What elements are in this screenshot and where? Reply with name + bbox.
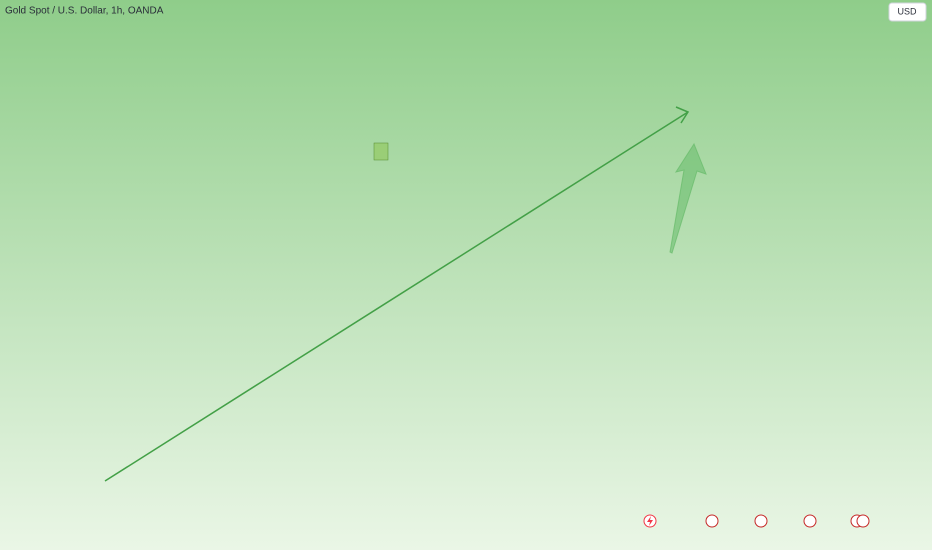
trend-arrowhead bbox=[675, 106, 690, 124]
highlight-box bbox=[373, 142, 389, 161]
chart-title: Gold Spot / U.S. Dollar, 1h, OANDA bbox=[5, 6, 164, 17]
projection-arrow bbox=[669, 142, 707, 254]
event-icon[interactable] bbox=[856, 514, 870, 528]
event-icons bbox=[643, 514, 870, 528]
event-icon[interactable] bbox=[754, 514, 768, 528]
event-icon-bolt bbox=[647, 516, 653, 526]
event-icon[interactable] bbox=[705, 514, 719, 528]
currency-label[interactable]: USD bbox=[897, 6, 917, 16]
event-icon[interactable] bbox=[803, 514, 817, 528]
trend-line bbox=[104, 111, 689, 482]
currency-button[interactable] bbox=[888, 2, 927, 22]
